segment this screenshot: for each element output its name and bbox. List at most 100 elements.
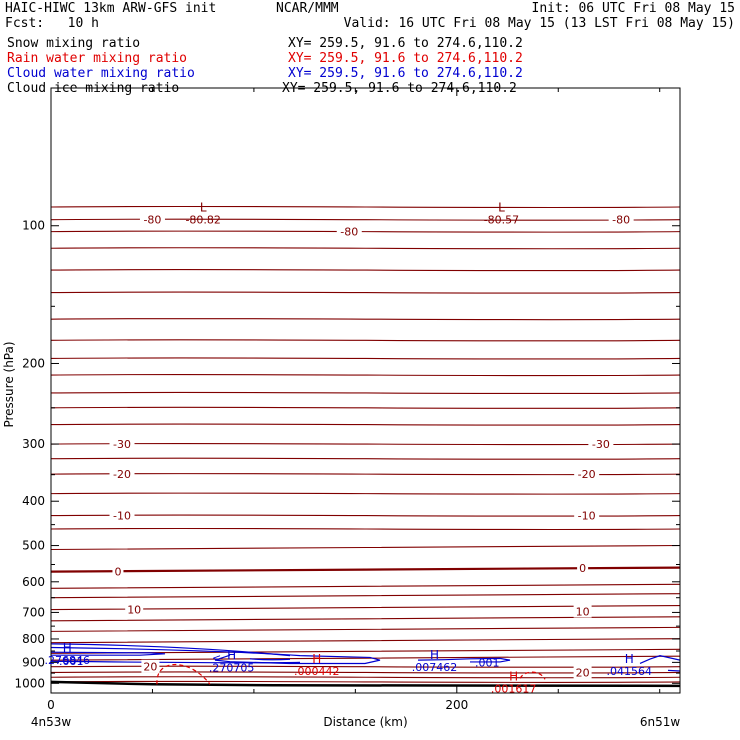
extremum-value: .000442: [294, 665, 340, 678]
isotherm-line-5: [50, 291, 681, 294]
isotherm-line-14: [50, 457, 681, 460]
isotherm-line-13: [50, 442, 681, 446]
contour-label-bg: [109, 508, 135, 522]
extremum-value: -80.82: [185, 213, 220, 226]
contour-label-bg: [336, 224, 362, 238]
extremum-marker: L: [200, 200, 207, 214]
x-left-end-label: 4n53w: [31, 715, 72, 729]
contour-label-bg: [574, 508, 600, 522]
cloud-contour-1: [50, 651, 166, 656]
contour-label-bg: [573, 665, 592, 679]
contour-label-bg: [109, 437, 135, 451]
field-rain-name: Rain water mixing ratio: [7, 51, 188, 66]
y-tick-label: 100: [22, 219, 45, 233]
temperature-contour-label: -20: [113, 468, 131, 481]
contour-label-bg: [573, 604, 592, 618]
isotherm-line-7: [50, 339, 681, 342]
field-snow-xy: XY= 259.5, 91.6 to 274.6,110.2: [288, 36, 523, 51]
y-tick-label: 900: [22, 655, 45, 669]
extremum-marker: H: [227, 649, 236, 663]
isotherm-line-18: [50, 527, 681, 531]
terrain-line: [50, 680, 681, 688]
y-tick-label: 1000: [14, 676, 45, 690]
temperature-contour-label: 10: [576, 606, 590, 619]
cloud-contour-0: [50, 646, 381, 665]
isotherm-line-29: [50, 665, 681, 668]
y-tick-label: 500: [22, 539, 45, 553]
extremum-value: -80.57: [484, 213, 519, 226]
contour-label-bg: [141, 659, 160, 673]
field-cloudwater-name: Cloud water mixing ratio: [7, 66, 195, 81]
temperature-contour-label: -10: [578, 510, 596, 523]
extremum-marker: H: [625, 652, 634, 666]
isotherm-line-32: [50, 680, 681, 684]
cloud-arrow-glyph: <: [212, 652, 221, 665]
temperature-contour-label: -20: [578, 468, 596, 481]
x-tick-label: 0: [47, 698, 55, 712]
temperature-contour-label: -30: [592, 438, 610, 451]
contour-label-bg: [112, 564, 124, 578]
isotherm-line-21: [50, 583, 681, 589]
temperature-contour-label: -10: [113, 510, 131, 523]
field-cloudwater-xy: XY= 259.5, 91.6 to 274.6,110.2: [288, 66, 523, 81]
isotherm-line-11: [50, 406, 681, 409]
extremum-marker: H: [63, 641, 72, 655]
extremum-value: .041564: [607, 665, 653, 678]
isotherm-line-28: [50, 655, 681, 661]
isotherm-line-12: [50, 423, 681, 426]
extremum-value: .001617: [491, 683, 537, 696]
field-rain-xy: XY= 259.5, 91.6 to 274.6,110.2: [288, 51, 523, 66]
header-line1-center: NCAR/MMM: [276, 1, 339, 16]
temperature-contour-label: 20: [576, 666, 590, 679]
x-tick-label: 200: [445, 698, 468, 712]
header-forecast-hour: Fcst: 10 h: [5, 16, 99, 31]
header-init-time: Init: 06 UTC Fri 08 May 15: [531, 1, 736, 16]
y-tick-label: 400: [22, 494, 45, 508]
extremum-value: .270705: [209, 662, 255, 675]
temperature-contour-label: -80: [340, 226, 358, 239]
x-axis-title: Distance (km): [323, 715, 407, 729]
extremum-value: .007462: [412, 661, 458, 674]
y-tick-label: 200: [22, 356, 45, 370]
y-tick-label: 600: [22, 575, 45, 589]
extremum-marker: H: [312, 652, 321, 666]
temperature-contour-label: -80: [143, 214, 161, 227]
cloud-contour-5: [417, 657, 511, 663]
contour-label-bg: [139, 212, 165, 226]
temperature-contour-label: 10: [127, 604, 141, 617]
isotherm-line-0: [50, 205, 681, 209]
x-right-end-label: 6n51w: [640, 715, 681, 729]
temperature-contour-label: -30: [113, 438, 131, 451]
isotherm-line-8: [50, 357, 681, 360]
y-axis-title: Pressure (hPa): [2, 341, 16, 427]
isotherm-line-16: [50, 492, 681, 495]
isotherm-line-2: [50, 230, 681, 233]
isotherm-line-26: [50, 638, 681, 644]
y-tick-label: 300: [22, 437, 45, 451]
cloud-contour-3: [50, 643, 291, 657]
isotherm-line-30: [50, 671, 681, 674]
cloud-contour-2: [50, 660, 301, 664]
cloud-contour-7: [667, 669, 681, 672]
cloud-contour-label: .001: [59, 655, 84, 668]
plot-frame: [50, 87, 681, 694]
isotherm-line-20: [50, 566, 681, 573]
cloud-contour-6: [639, 655, 681, 665]
isotherm-line-22: [50, 593, 681, 599]
cloud-contour-4: [249, 658, 291, 661]
temperature-contour-label: -80: [612, 214, 630, 227]
y-tick-label: 700: [22, 605, 45, 619]
temperature-contour-label: 0: [114, 566, 121, 579]
rain-contour-0: [156, 663, 211, 685]
extremum-value: .276846: [44, 654, 90, 667]
isotherm-line-19: [50, 544, 681, 551]
isotherm-line-25: [50, 626, 681, 632]
contour-label-bg: [577, 561, 589, 575]
header-line1-left: HAIC-HIWC 13km ARW-GFS init: [5, 1, 217, 16]
contour-label-bg: [574, 467, 600, 481]
contour-label-bg: [588, 437, 614, 451]
contour-label-bg: [109, 467, 135, 481]
temperature-contour-label: 0: [579, 562, 586, 575]
isotherm-line-10: [50, 391, 681, 395]
extremum-marker: L: [498, 200, 505, 214]
